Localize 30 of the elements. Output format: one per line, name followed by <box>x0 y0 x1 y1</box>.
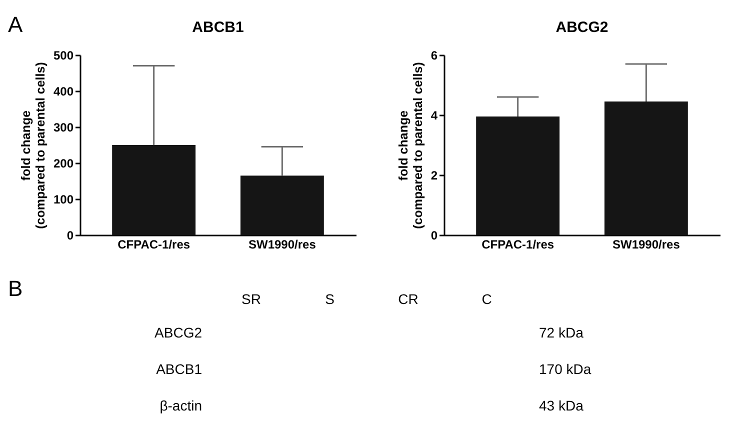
chart-title: ABCG2 <box>556 19 608 36</box>
y-tick-label: 300 <box>53 120 74 134</box>
category-label: 72 kDa <box>539 324 584 340</box>
y-tick-label: 400 <box>53 84 74 98</box>
category-label: C <box>482 291 492 307</box>
chart-title: ABCB1 <box>192 19 244 36</box>
x-tick-label: CFPAC-1/res <box>118 238 190 252</box>
x-tick-label: SW1990/res <box>612 238 680 252</box>
category-label: 43 kDa <box>539 398 584 414</box>
y-tick-label: 500 <box>53 48 74 62</box>
y-tick-label: 200 <box>53 156 74 170</box>
y-tick-label: 4 <box>430 108 438 122</box>
y-tick-label: 2 <box>430 168 438 182</box>
category-label: 170 kDa <box>539 361 592 377</box>
x-tick-label: CFPAC-1/res <box>482 238 554 252</box>
y-tick-label: 0 <box>66 228 74 242</box>
category-label: SR <box>242 291 261 307</box>
category-label: ABCG2 <box>154 324 202 340</box>
category-label: S <box>325 291 334 307</box>
y-axis-title: fold change (compared to parental cells) <box>18 62 48 229</box>
y-tick-label: 100 <box>53 192 74 206</box>
category-label: CR <box>398 291 418 307</box>
category-label: ABCB1 <box>156 361 202 377</box>
y-tick-label: 0 <box>430 228 438 242</box>
category-label: β-actin <box>160 398 202 414</box>
y-axis-title: fold change (compared to parental cells) <box>396 62 425 229</box>
y-tick-label: 6 <box>430 48 438 62</box>
x-tick-label: SW1990/res <box>248 238 316 252</box>
text: A <box>8 12 23 37</box>
text: B <box>8 276 23 301</box>
